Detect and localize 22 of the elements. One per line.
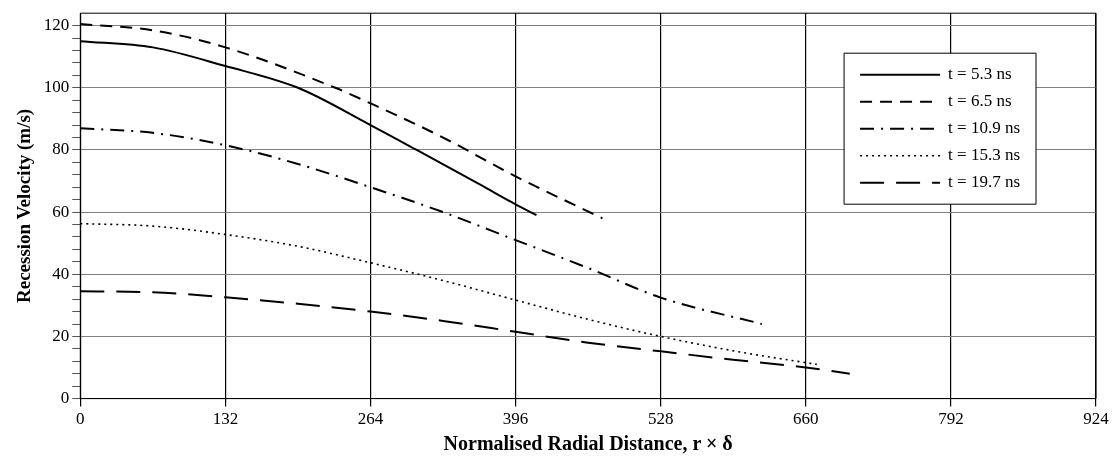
y-tick-label: 0 xyxy=(60,388,70,408)
x-tick-label: 396 xyxy=(502,409,529,429)
legend-label: t = 5.3 ns xyxy=(948,64,1012,84)
legend-label: t = 19.7 ns xyxy=(948,172,1021,192)
legend-label: t = 6.5 ns xyxy=(948,91,1012,111)
y-tick-label: 100 xyxy=(43,77,70,97)
x-tick-label: 132 xyxy=(212,409,239,429)
x-tick-label: 264 xyxy=(357,409,384,429)
legend-label: t = 10.9 ns xyxy=(948,118,1021,138)
legend-label: t = 15.3 ns xyxy=(948,145,1021,165)
y-tick-label: 40 xyxy=(52,263,70,283)
x-tick-label: 924 xyxy=(1083,409,1110,429)
y-tick-label: 20 xyxy=(52,325,70,345)
y-tick-label: 120 xyxy=(43,15,70,35)
y-axis-title: Recession Velocity (m/s) xyxy=(13,108,36,303)
x-tick-label: 660 xyxy=(793,409,819,429)
x-tick-label: 528 xyxy=(647,409,674,429)
y-tick-label: 80 xyxy=(52,139,70,159)
x-tick-label: 792 xyxy=(938,409,964,429)
x-tick-label: 0 xyxy=(76,409,85,429)
y-tick-label: 60 xyxy=(52,201,70,221)
x-axis-title: Normalised Radial Distance, r × δ xyxy=(443,432,733,455)
